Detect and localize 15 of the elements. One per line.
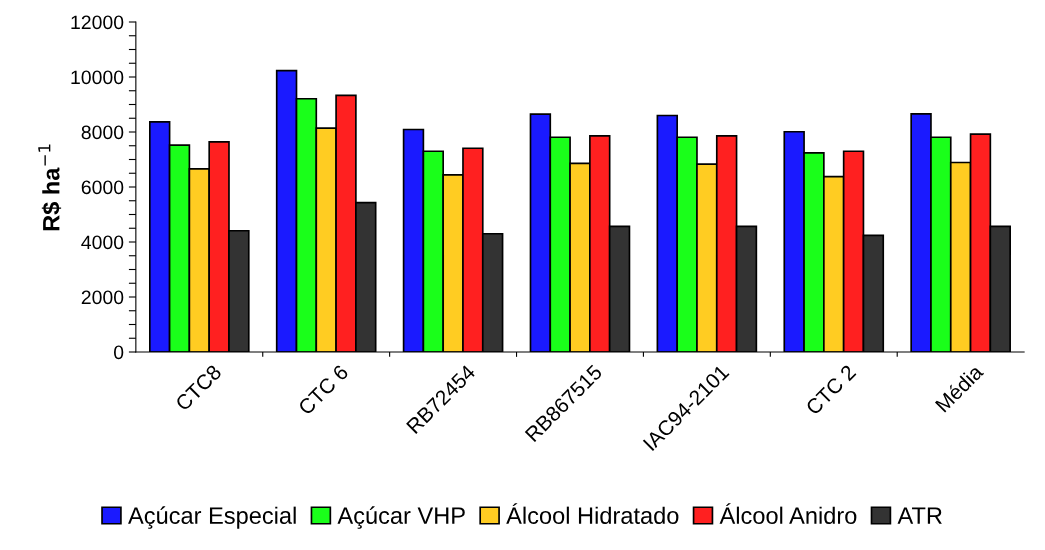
- y-tick-label: 6000: [81, 180, 124, 195]
- y-tick-label: 0: [113, 345, 124, 360]
- x-tick-label: CTC 2: [805, 364, 857, 416]
- x-tick-label: CTC 6: [297, 364, 350, 416]
- y-axis-title: R$ ha$^{−1}$: [38, 144, 62, 231]
- legend-label: ATR: [897, 507, 942, 524]
- legend-label: Açúcar VHP: [337, 506, 465, 529]
- y-tick-label: 2000: [81, 290, 124, 305]
- y-tick-label: 4000: [81, 235, 124, 250]
- legend-label: Álcool Hidratado: [506, 503, 679, 524]
- y-tick-label: 12000: [71, 15, 124, 30]
- legend-label: Açúcar Especial: [128, 506, 296, 529]
- y-tick-label: 10000: [71, 70, 124, 85]
- y-tick-label: 8000: [81, 125, 124, 140]
- legend-label: Álcool Anidro: [719, 503, 857, 524]
